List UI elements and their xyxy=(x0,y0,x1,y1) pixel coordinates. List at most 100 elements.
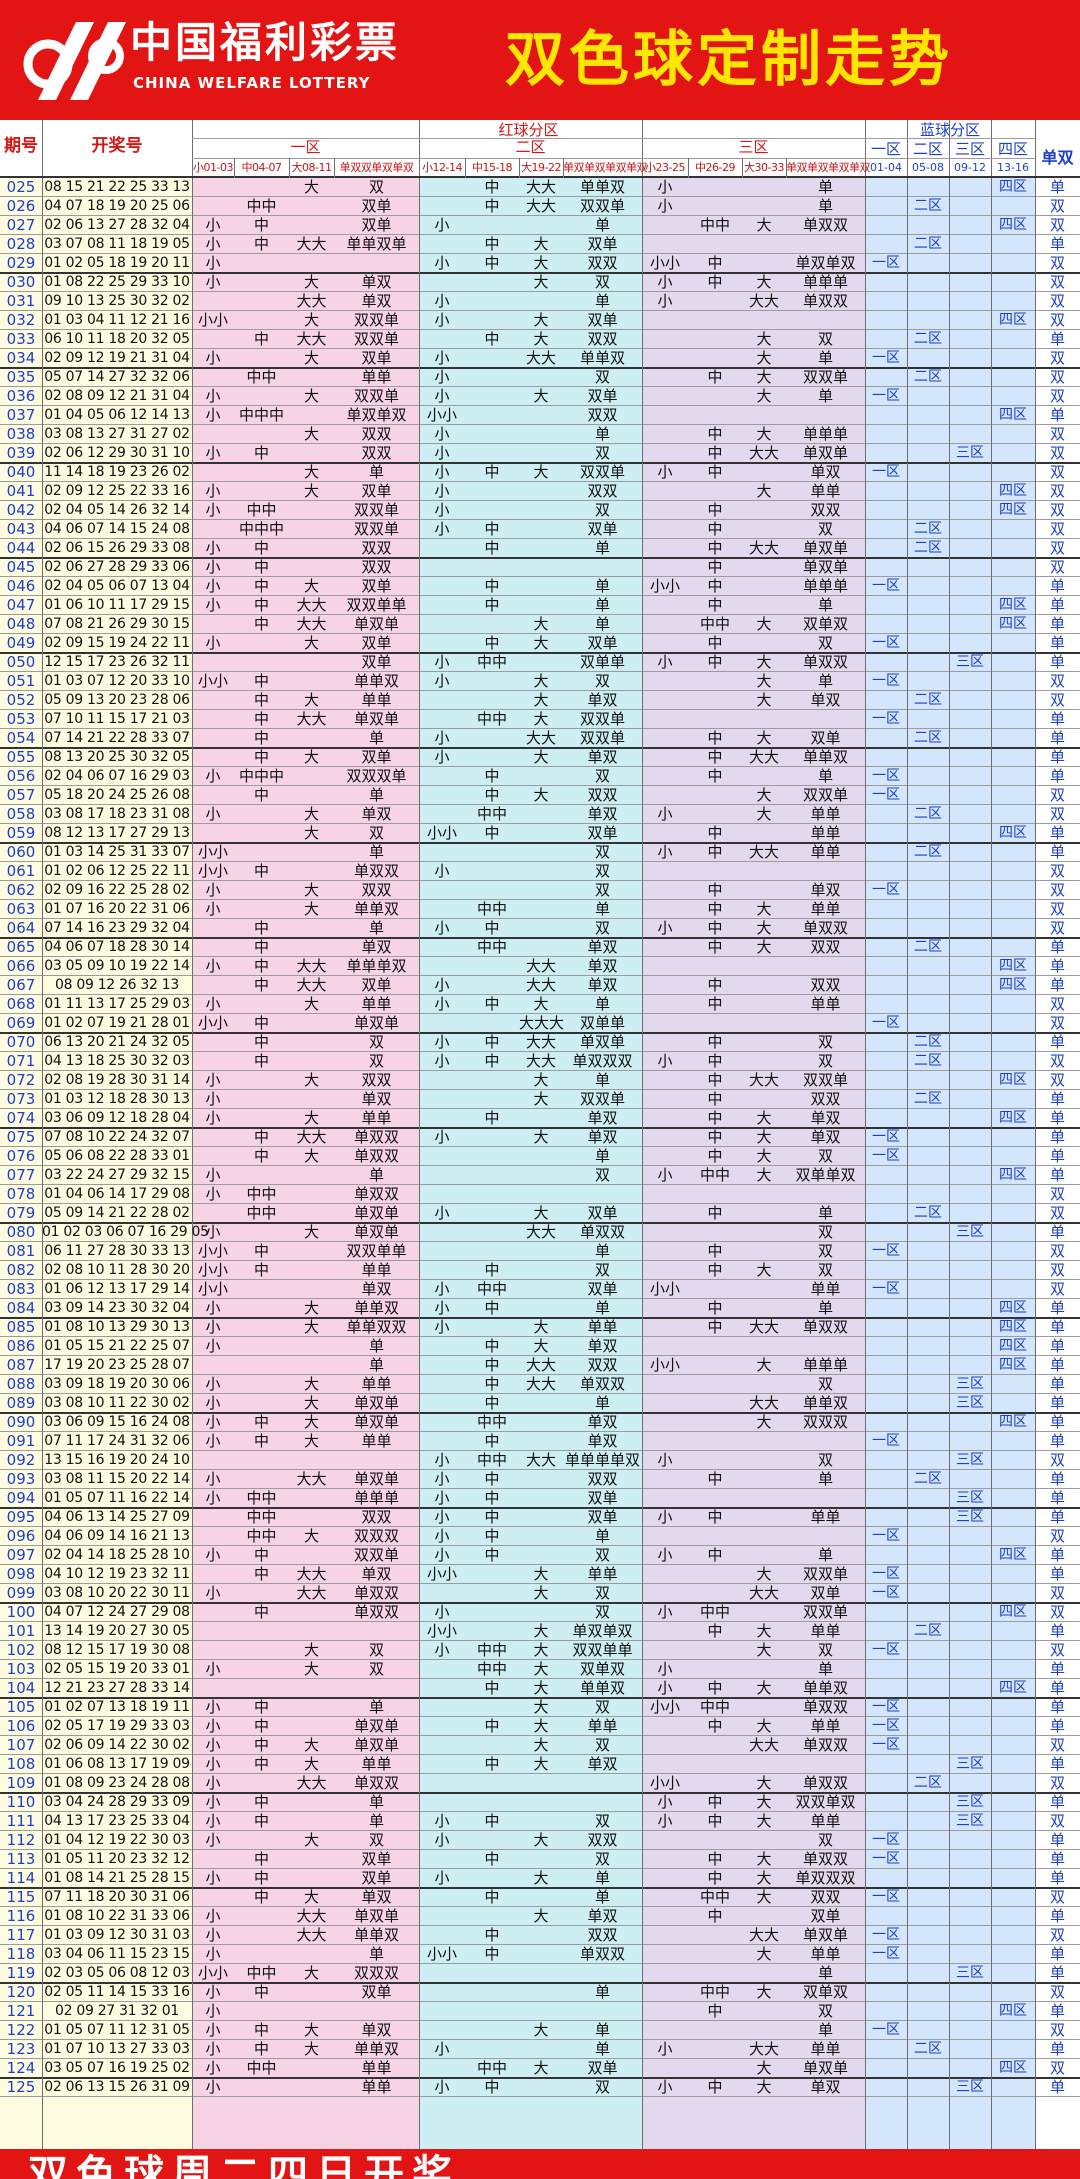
trend-cell: 大大 xyxy=(525,1356,556,1374)
draw-numbers-cell: 07 11 17 24 31 32 06 xyxy=(44,1433,190,1449)
trend-cell: 双 xyxy=(1049,2021,1065,2039)
trend-cell: 大 xyxy=(756,387,772,405)
trend-cell: 中 xyxy=(484,1337,500,1355)
issue-cell: 073 xyxy=(6,1090,36,1108)
issue-cell: 090 xyxy=(6,1413,36,1431)
trend-cell: 中 xyxy=(484,254,500,272)
trend-cell: 单单 xyxy=(361,1261,392,1279)
draw-numbers-cell: 02 03 05 06 08 12 03 xyxy=(44,1965,190,1981)
issue-cell: 064 xyxy=(6,919,36,937)
draw-numbers-cell: 08 12 13 17 27 29 13 xyxy=(44,825,190,841)
trend-cell: 双 xyxy=(1049,1185,1065,1203)
issue-cell: 096 xyxy=(6,1527,36,1545)
issue-cell: 078 xyxy=(6,1185,36,1203)
issue-cell: 054 xyxy=(6,729,36,747)
trend-cell: 单双单双 xyxy=(346,406,407,424)
trend-cell: 单 xyxy=(1049,1337,1065,1355)
draw-numbers-cell: 04 06 09 14 16 21 13 xyxy=(44,1528,190,1544)
trend-cell: 小 xyxy=(434,2040,450,2058)
trend-cell: 中 xyxy=(707,2002,723,2020)
trend-cell: 单双单 xyxy=(353,1014,399,1032)
row-line xyxy=(0,1013,1080,1014)
trend-cell: 小 xyxy=(657,1052,673,1070)
draw-numbers-cell: 02 09 16 22 25 28 02 xyxy=(44,882,190,898)
issue-cell: 056 xyxy=(6,767,36,785)
trend-cell: 单 xyxy=(817,1660,833,1678)
trend-cell: 大 xyxy=(303,1641,319,1659)
trend-cell: 双单双 xyxy=(579,1660,625,1678)
trend-cell: 大 xyxy=(303,805,319,823)
trend-cell: 双 xyxy=(1049,786,1065,804)
trend-cell: 中 xyxy=(253,1983,269,2001)
trend-cell: 中 xyxy=(707,1109,723,1127)
trend-cell: 单单单 xyxy=(802,577,848,595)
draw-numbers-cell: 06 11 27 28 30 33 13 xyxy=(44,1243,190,1259)
trend-cell: 中 xyxy=(707,843,723,861)
trend-cell: 大 xyxy=(756,1147,772,1165)
table-grid xyxy=(0,120,1080,2149)
trend-cell: 小 xyxy=(434,1318,450,1336)
row-line xyxy=(0,1792,1080,1794)
trend-cell: 大 xyxy=(303,178,319,196)
trend-cell: 单 xyxy=(1049,1147,1065,1165)
trend-cell: 大 xyxy=(533,786,549,804)
trend-cell: 小 xyxy=(205,1660,221,1678)
trend-cell: 单双单 xyxy=(353,1907,399,1925)
trend-cell: 双单 xyxy=(587,1508,618,1526)
trend-cell: 中 xyxy=(707,1679,723,1697)
trend-cell: 单 xyxy=(817,2021,833,2039)
draw-numbers-cell: 11 14 18 19 23 26 02 xyxy=(44,464,190,480)
trend-cell: 单单 xyxy=(810,1717,841,1735)
row-line xyxy=(0,747,1080,749)
row-line xyxy=(0,595,1080,596)
row-line xyxy=(0,1583,1080,1584)
trend-cell: 单 xyxy=(1049,748,1065,766)
trend-cell: 一区 xyxy=(872,1699,900,1715)
trend-cell: 小 xyxy=(434,1527,450,1545)
trend-cell: 大 xyxy=(303,1964,319,1982)
trend-cell: 单双 xyxy=(810,1109,841,1127)
row-line xyxy=(0,1450,1080,1451)
trend-cell: 小小 xyxy=(649,1356,680,1374)
trend-cell: 中 xyxy=(253,729,269,747)
trend-cell: 双 xyxy=(817,1641,833,1659)
trend-cell: 单单单双 xyxy=(346,957,407,975)
trend-cell: 单 xyxy=(1049,1394,1065,1412)
row-line xyxy=(0,576,1080,577)
trend-cell: 三区 xyxy=(956,1965,984,1981)
row-line xyxy=(0,1640,1080,1641)
issue-cell: 063 xyxy=(6,900,36,918)
trend-cell: 单双双 xyxy=(353,1128,399,1146)
trend-cell: 中 xyxy=(707,558,723,576)
trend-cell: 中 xyxy=(253,216,269,234)
column-divider xyxy=(192,120,193,2149)
row-line xyxy=(0,500,1080,501)
trend-cell: 双双单 xyxy=(353,387,399,405)
trend-cell: 一区 xyxy=(872,711,900,727)
trend-cell: 双 xyxy=(1049,1888,1065,1906)
trend-cell: 单双单 xyxy=(353,1413,399,1431)
trend-cell: 单双单 xyxy=(353,1394,399,1412)
issue-cell: 089 xyxy=(6,1394,36,1412)
trend-cell: 双 xyxy=(1049,1242,1065,1260)
trend-cell: 双单单双 xyxy=(795,1166,856,1184)
issue-cell: 086 xyxy=(6,1337,36,1355)
row-line xyxy=(0,215,1080,216)
trend-cell: 小 xyxy=(205,254,221,272)
draw-numbers-cell: 01 08 22 25 29 33 10 xyxy=(44,274,190,290)
trend-cell: 双 xyxy=(817,330,833,348)
draw-numbers-cell: 12 21 23 27 28 33 14 xyxy=(44,1680,190,1696)
trend-cell: 二区 xyxy=(914,844,942,860)
draw-numbers-cell: 07 08 10 22 24 32 07 xyxy=(44,1129,190,1145)
trend-cell: 单双单 xyxy=(802,558,848,576)
draw-numbers-cell: 04 06 07 14 15 24 08 xyxy=(44,521,190,537)
trend-cell: 单双单 xyxy=(802,444,848,462)
issue-column-bg xyxy=(0,178,192,2149)
row-line xyxy=(0,1165,1080,1166)
issue-cell: 065 xyxy=(6,938,36,956)
trend-cell: 双 xyxy=(1049,1774,1065,1792)
sub-header-8: 单双单双单双单双 xyxy=(563,161,648,174)
trend-cell: 二区 xyxy=(914,692,942,708)
table-cells: 期号 开奖号 红球分区 蓝球分区 单双 一区 二区 三区 小01-03 中04-0… xyxy=(0,120,1080,2149)
trend-cell: 中 xyxy=(253,1869,269,1887)
